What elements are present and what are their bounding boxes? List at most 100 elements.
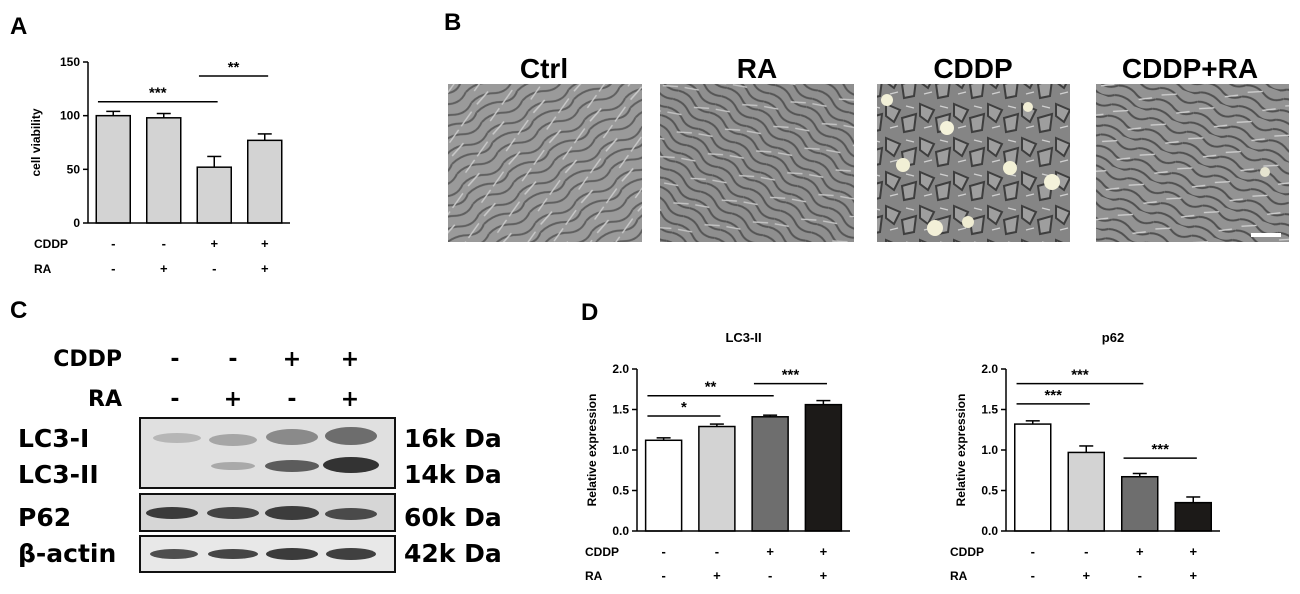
micrograph-label-cddp-ra: CDDP+RA: [1122, 53, 1258, 84]
condition-label-ra: RA: [950, 569, 968, 583]
wb-ra-sign: +: [341, 387, 359, 412]
ra-sign: -: [212, 261, 216, 276]
bar: [751, 416, 789, 532]
significance-label: ***: [1044, 387, 1062, 404]
wb-ra-sign: +: [224, 387, 242, 412]
ra-sign: +: [1189, 568, 1197, 583]
panel-label-d: D: [581, 299, 598, 326]
micrograph-cddp: [877, 84, 1070, 242]
scale-bar: [1251, 233, 1281, 237]
condition-label-ra: RA: [585, 569, 603, 583]
y-tick-label: 1.5: [612, 403, 629, 417]
western-blot-panel: CDDP RA - - + + - + - + LC3-I LC3-II P62…: [18, 347, 502, 573]
cddp-sign: +: [766, 544, 774, 559]
y-tick-label: 1.5: [981, 403, 998, 417]
bar: [1121, 475, 1159, 532]
ra-sign: -: [1031, 568, 1035, 583]
micrograph-label-cddp: CDDP: [933, 53, 1012, 84]
y-tick-label: 150: [60, 55, 80, 69]
wb-cddp-sign: -: [228, 347, 237, 372]
y-tick-label: 0.5: [981, 484, 998, 498]
ra-sign: +: [160, 261, 168, 276]
y-tick-label: 0.5: [612, 484, 629, 498]
panel-label-b: B: [444, 9, 461, 36]
condition-label-ra: RA: [34, 262, 52, 276]
wb-p62-blot: [139, 493, 396, 532]
bar: [644, 439, 683, 532]
cddp-sign: +: [261, 236, 269, 251]
y-tick-label: 2.0: [612, 362, 629, 376]
cddp-sign: -: [111, 236, 115, 251]
wb-band-size: 60k Da: [404, 503, 502, 532]
cddp-sign: -: [162, 236, 166, 251]
micrograph-cddp-ra: [1096, 84, 1289, 242]
panel-label-c: C: [10, 297, 27, 324]
bar: [1014, 423, 1052, 532]
cddp-sign: +: [1189, 544, 1197, 559]
cddp-sign: -: [1031, 544, 1035, 559]
wb-ra-row-label: RA: [88, 387, 122, 412]
significance-label: **: [705, 379, 717, 396]
micrograph-panel: Ctrl RA CDDP CDDP+RA: [448, 53, 1289, 242]
wb-band-size: 14k Da: [404, 460, 502, 489]
bar: [698, 425, 736, 532]
condition-label-cddp: CDDP: [34, 237, 68, 251]
y-tick-label: 0.0: [612, 524, 629, 538]
significance-label: ***: [149, 85, 167, 102]
micrograph-ctrl: [448, 84, 642, 242]
chart-title: p62: [1102, 330, 1124, 345]
wb-band-size: 42k Da: [404, 539, 502, 568]
micrograph-ra: [660, 84, 854, 242]
ra-sign: -: [661, 568, 665, 583]
condition-label-cddp: CDDP: [950, 545, 984, 559]
wb-lc3-blot: [139, 417, 396, 489]
significance-label: **: [228, 59, 240, 76]
ra-sign: +: [713, 568, 721, 583]
ra-sign: +: [261, 261, 269, 276]
ra-sign: -: [768, 568, 772, 583]
wb-cddp-sign: +: [341, 347, 359, 372]
wb-band-size: 16k Da: [404, 424, 502, 453]
micrograph-label-ra: RA: [737, 53, 777, 84]
significance-label: ***: [1071, 367, 1089, 384]
panel-label-a: A: [10, 13, 27, 40]
chart-d-p62: p62 0.0 0.5 1.0 1.5 2.0 Relative expression CDD…: [950, 330, 1220, 583]
y-axis-label: cell viability: [29, 108, 43, 176]
cddp-sign: -: [1084, 544, 1088, 559]
wb-cddp-row-label: CDDP: [53, 347, 122, 372]
chart-title: LC3-II: [725, 330, 761, 345]
ra-sign: +: [820, 568, 828, 583]
significance-label: ***: [782, 367, 800, 384]
y-tick-label: 2.0: [981, 362, 998, 376]
ra-sign: -: [111, 261, 115, 276]
cddp-sign: -: [715, 544, 719, 559]
wb-band-label: LC3-I: [18, 424, 89, 453]
y-tick-label: 100: [60, 109, 80, 123]
significance-label: *: [681, 399, 687, 416]
y-axis-label: Relative expression: [585, 394, 599, 507]
micrograph-label-ctrl: Ctrl: [520, 53, 568, 84]
bar: [1174, 501, 1212, 532]
significance-label: ***: [1151, 441, 1169, 458]
wb-band-label: β-actin: [18, 539, 116, 568]
bar: [804, 403, 843, 532]
bar: [146, 117, 182, 224]
y-tick-label: 1.0: [612, 443, 629, 457]
bar: [247, 139, 283, 224]
wb-cddp-sign: -: [170, 347, 179, 372]
bar: [196, 166, 232, 224]
y-tick-label: 50: [67, 162, 81, 176]
cddp-sign: +: [210, 236, 218, 251]
wb-band-label: P62: [18, 503, 71, 532]
wb-band-label: LC3-II: [18, 460, 99, 489]
y-tick-label: 1.0: [981, 443, 998, 457]
wb-cddp-sign: +: [283, 347, 301, 372]
y-tick-label: 0.0: [981, 524, 998, 538]
y-axis-label: Relative expression: [954, 394, 968, 507]
condition-label-cddp: CDDP: [585, 545, 619, 559]
y-tick-label: 0: [73, 216, 80, 230]
cddp-sign: +: [1136, 544, 1144, 559]
wb-ra-sign: -: [170, 387, 179, 412]
